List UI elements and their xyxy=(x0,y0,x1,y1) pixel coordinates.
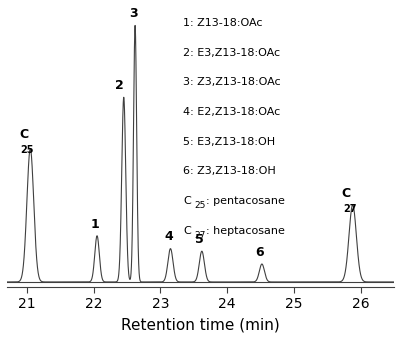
Text: : pentacosane: : pentacosane xyxy=(206,196,284,206)
Text: 27: 27 xyxy=(194,231,205,240)
Text: 5: 5 xyxy=(195,233,204,246)
Text: C: C xyxy=(341,187,350,200)
Text: 2: E3,Z13-18:OAc: 2: E3,Z13-18:OAc xyxy=(183,48,280,58)
Text: 1: 1 xyxy=(91,218,99,231)
Text: 27: 27 xyxy=(343,204,356,214)
Text: 6: Z3,Z13-18:OH: 6: Z3,Z13-18:OH xyxy=(183,166,276,176)
Text: 4: 4 xyxy=(164,231,173,243)
X-axis label: Retention time (min): Retention time (min) xyxy=(121,317,280,332)
Text: 3: Z3,Z13-18:OAc: 3: Z3,Z13-18:OAc xyxy=(183,77,281,87)
Text: 25: 25 xyxy=(20,145,34,155)
Text: 6: 6 xyxy=(255,246,264,259)
Text: C: C xyxy=(183,226,191,236)
Text: C: C xyxy=(19,128,28,141)
Text: : heptacosane: : heptacosane xyxy=(206,226,284,236)
Text: 4: E2,Z13-18:OAc: 4: E2,Z13-18:OAc xyxy=(183,107,280,117)
Text: 3: 3 xyxy=(130,7,138,20)
Text: C: C xyxy=(183,196,191,206)
Text: 1: Z13-18:OAc: 1: Z13-18:OAc xyxy=(183,18,263,28)
Text: 25: 25 xyxy=(194,201,205,210)
Text: 5: E3,Z13-18:OH: 5: E3,Z13-18:OH xyxy=(183,137,275,147)
Text: 2: 2 xyxy=(115,79,124,92)
